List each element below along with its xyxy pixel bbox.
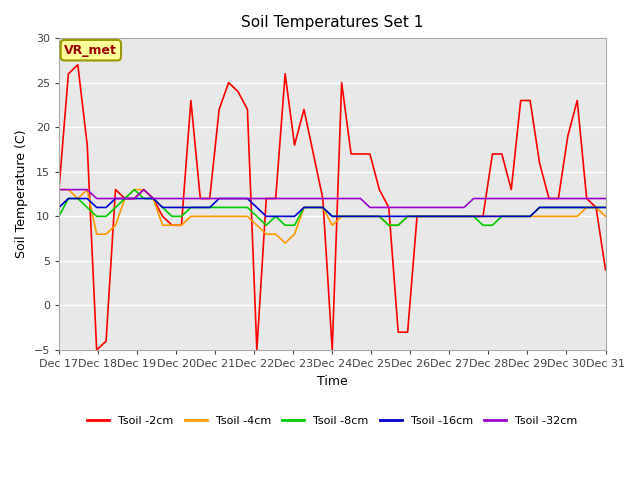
Tsoil -8cm [55,214,63,219]
Tsoil -16cm [356,214,364,219]
Tsoil -32cm [111,196,119,202]
Tsoil -16cm [149,196,157,202]
Line: Tsoil -32cm: Tsoil -32cm [59,190,605,207]
Tsoil -16cm [470,214,477,219]
Line: Tsoil -4cm: Tsoil -4cm [59,190,605,243]
Tsoil -4cm [140,187,148,192]
Line: Tsoil -2cm: Tsoil -2cm [59,65,605,350]
Tsoil -2cm [93,347,100,353]
Tsoil -32cm [366,204,374,210]
Tsoil -2cm [83,142,91,148]
Tsoil -16cm [55,204,63,210]
Tsoil -2cm [215,107,223,112]
Tsoil -8cm [356,214,364,219]
Tsoil -8cm [74,196,82,202]
Line: Tsoil -8cm: Tsoil -8cm [59,190,605,225]
Tsoil -2cm [356,151,364,157]
Tsoil -16cm [262,214,270,219]
Tsoil -16cm [206,204,214,210]
Tsoil -32cm [602,196,609,202]
Tsoil -32cm [55,187,63,192]
Tsoil -8cm [470,214,477,219]
Tsoil -32cm [460,204,468,210]
Tsoil -8cm [262,222,270,228]
Tsoil -4cm [460,214,468,219]
Tsoil -2cm [74,62,82,68]
Y-axis label: Soil Temperature (C): Soil Temperature (C) [15,130,28,258]
Tsoil -4cm [196,214,204,219]
Tsoil -16cm [602,204,609,210]
Tsoil -4cm [74,196,82,202]
Tsoil -2cm [470,214,477,219]
Title: Soil Temperatures Set 1: Soil Temperatures Set 1 [241,15,424,30]
Tsoil -32cm [74,187,82,192]
Tsoil -8cm [111,204,119,210]
Tsoil -8cm [602,204,609,210]
Tsoil -4cm [602,214,609,219]
Tsoil -16cm [65,196,72,202]
Tsoil -4cm [348,214,355,219]
Tsoil -2cm [602,267,609,273]
Tsoil -16cm [121,196,129,202]
Tsoil -4cm [55,187,63,192]
Tsoil -2cm [159,214,166,219]
Tsoil -16cm [83,196,91,202]
X-axis label: Time: Time [317,374,348,388]
Tsoil -32cm [196,196,204,202]
Tsoil -8cm [149,196,157,202]
Tsoil -4cm [111,222,119,228]
Tsoil -8cm [206,204,214,210]
Text: VR_met: VR_met [65,44,117,57]
Tsoil -32cm [338,196,346,202]
Legend: Tsoil -2cm, Tsoil -4cm, Tsoil -8cm, Tsoil -16cm, Tsoil -32cm: Tsoil -2cm, Tsoil -4cm, Tsoil -8cm, Tsoi… [83,412,582,431]
Tsoil -2cm [131,196,138,202]
Tsoil -2cm [55,187,63,192]
Tsoil -32cm [140,187,148,192]
Line: Tsoil -16cm: Tsoil -16cm [59,199,605,216]
Tsoil -8cm [131,187,138,192]
Tsoil -4cm [281,240,289,246]
